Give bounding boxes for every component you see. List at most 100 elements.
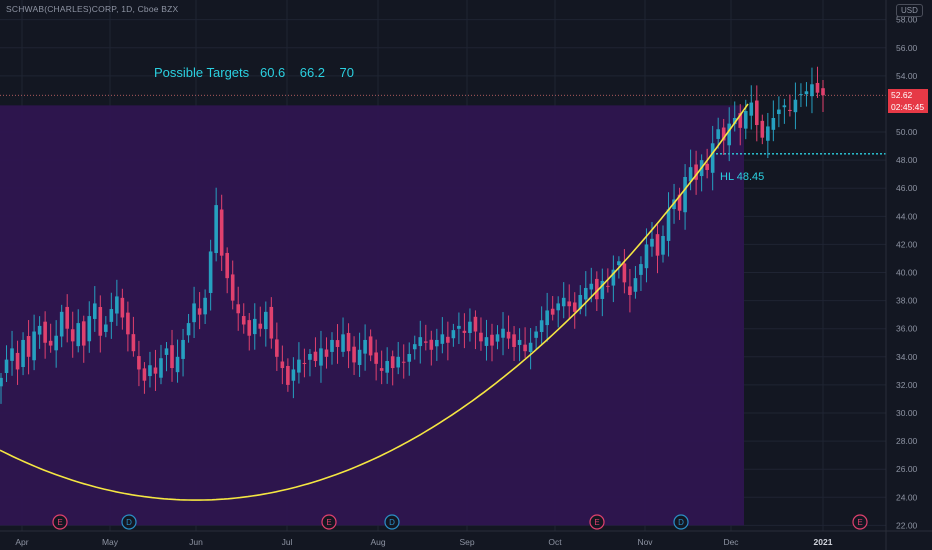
- price-axis-tick: 54.00: [896, 71, 918, 81]
- candle-body: [330, 339, 334, 352]
- candle-body: [528, 342, 533, 352]
- candle-body: [804, 91, 809, 95]
- candle-body: [407, 354, 412, 362]
- candle-body: [479, 332, 483, 342]
- candle-body: [164, 348, 169, 355]
- candle-body: [70, 329, 75, 342]
- candle-body: [606, 285, 610, 287]
- candle-body: [633, 278, 638, 292]
- candle-body: [252, 318, 257, 335]
- candle-body: [396, 356, 401, 368]
- candle-body: [48, 340, 53, 346]
- candle-body: [92, 303, 97, 319]
- candle-body: [611, 269, 616, 286]
- candle-body: [721, 127, 726, 141]
- candle-body: [705, 163, 709, 170]
- price-axis-tick: 44.00: [896, 211, 918, 221]
- candle-body: [131, 334, 136, 352]
- candle-body: [363, 339, 367, 354]
- time-axis-label: Dec: [723, 537, 739, 547]
- candle-body: [219, 209, 224, 256]
- price-axis-tick: 24.00: [896, 492, 918, 502]
- candle-body: [170, 345, 174, 369]
- last-price-tag: 52.62: [888, 89, 928, 101]
- candle-body: [291, 369, 296, 381]
- candle-body: [749, 102, 754, 116]
- candle-body: [280, 361, 285, 369]
- candle-body: [286, 365, 290, 385]
- candle-body: [297, 359, 301, 373]
- candle-body: [539, 320, 544, 332]
- price-axis-tick: 50.00: [896, 127, 918, 137]
- time-axis-label: Jul: [282, 537, 293, 547]
- candle-body: [374, 352, 378, 364]
- candle-body: [98, 307, 103, 336]
- candle-body: [126, 312, 130, 335]
- candle-body: [595, 278, 599, 300]
- currency-selector[interactable]: USD: [896, 4, 923, 17]
- earnings-event-marker: [589, 514, 605, 530]
- candle-body: [26, 336, 31, 357]
- earnings-event-marker: [52, 514, 68, 530]
- dividend-event-marker: [121, 514, 137, 530]
- event-marker-letter: D: [678, 518, 684, 527]
- candle-body: [142, 368, 147, 381]
- candle-body: [677, 194, 682, 211]
- dividend-event-marker: [673, 514, 689, 530]
- time-axis-label: Nov: [637, 537, 653, 547]
- price-axis-tick: 40.00: [896, 268, 918, 278]
- candle-body: [0, 377, 3, 387]
- candle-body: [495, 334, 500, 342]
- candle-body: [203, 297, 207, 315]
- price-axis-tick: 34.00: [896, 352, 918, 362]
- candle-body: [683, 177, 687, 213]
- candle-body: [732, 118, 737, 125]
- candle-body: [258, 323, 263, 329]
- candle-body: [32, 331, 36, 361]
- candle-body: [688, 167, 693, 182]
- time-axis-label: 2021: [814, 537, 833, 547]
- candle-body: [650, 238, 654, 247]
- candle-body: [484, 337, 489, 346]
- candle-body: [335, 340, 340, 347]
- candle-body: [815, 82, 820, 93]
- price-axis-tick: 42.00: [896, 239, 918, 249]
- candle-body: [793, 99, 798, 113]
- candle-body: [120, 297, 125, 318]
- candle-body: [313, 351, 318, 362]
- candle-body: [192, 303, 196, 323]
- price-axis-tick: 58.00: [896, 15, 918, 25]
- dividend-event-marker: [384, 514, 400, 530]
- candle-body: [418, 337, 423, 347]
- candle-body: [788, 109, 792, 111]
- time-axis-label: Apr: [15, 537, 28, 547]
- event-marker-letter: D: [389, 518, 395, 527]
- price-axis-tick: 30.00: [896, 408, 918, 418]
- candle-body: [230, 274, 235, 301]
- candle-body: [65, 306, 70, 329]
- candle-body: [225, 252, 229, 279]
- candle-body: [43, 321, 47, 343]
- candle-body: [799, 94, 803, 96]
- price-axis-tick: 22.00: [896, 520, 918, 530]
- event-marker-letter: E: [857, 518, 862, 527]
- candle-body: [468, 321, 472, 333]
- cup-curve: [0, 103, 749, 501]
- candle-body: [4, 359, 9, 374]
- candle-body: [435, 339, 439, 347]
- candle-body: [87, 316, 92, 342]
- candle-body: [153, 367, 158, 374]
- candle-body: [583, 287, 588, 300]
- candle-body: [423, 341, 428, 343]
- candle-body: [523, 344, 527, 352]
- event-marker-letter: D: [126, 518, 132, 527]
- candle-body: [21, 339, 25, 368]
- candle-body: [59, 311, 64, 337]
- candle-body: [512, 334, 516, 347]
- candle-body: [451, 330, 456, 339]
- candle-body: [37, 325, 42, 335]
- time-axis-label: Sep: [459, 537, 474, 547]
- time-axis-label: May: [102, 537, 119, 547]
